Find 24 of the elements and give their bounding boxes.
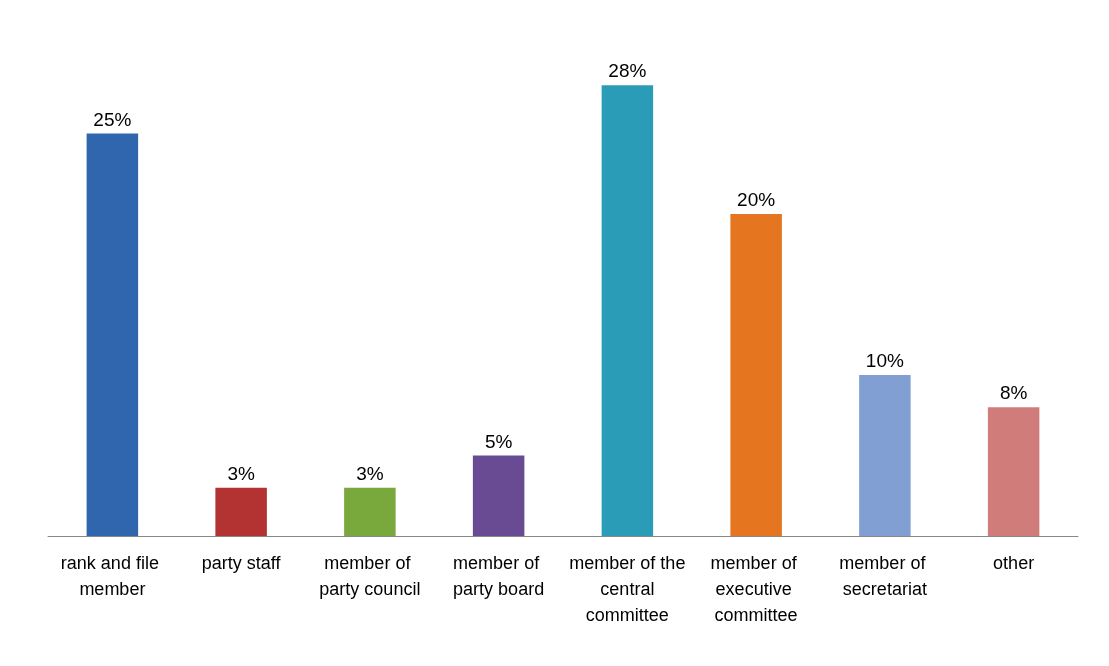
- data-label: 10%: [865, 350, 904, 371]
- x-tick-label: rank and file member: [60, 553, 164, 599]
- data-label: 25%: [93, 108, 132, 130]
- bar: [344, 487, 396, 536]
- x-tick-label: member of the central committee: [569, 553, 686, 625]
- data-label: 5%: [484, 430, 513, 452]
- bar: [730, 214, 782, 536]
- bar: [987, 407, 1040, 536]
- data-label: 3%: [227, 462, 255, 484]
- bar: [859, 375, 911, 536]
- x-tick-label: member of executive committee: [710, 553, 802, 625]
- bar: [215, 487, 267, 536]
- bar: [472, 455, 525, 536]
- data-label: 20%: [737, 189, 776, 210]
- x-tick-label: member of party council: [319, 553, 421, 599]
- bar: [601, 85, 654, 536]
- bar: [86, 133, 139, 536]
- x-tick-label: other: [993, 553, 1035, 573]
- data-label: 3%: [356, 462, 384, 484]
- data-label: 28%: [608, 60, 647, 82]
- x-tick-label: member of secretariat: [839, 553, 931, 599]
- x-tick-label: party staff: [201, 553, 282, 573]
- x-tick-label: member of party board: [453, 553, 545, 599]
- data-label: 8%: [999, 382, 1028, 404]
